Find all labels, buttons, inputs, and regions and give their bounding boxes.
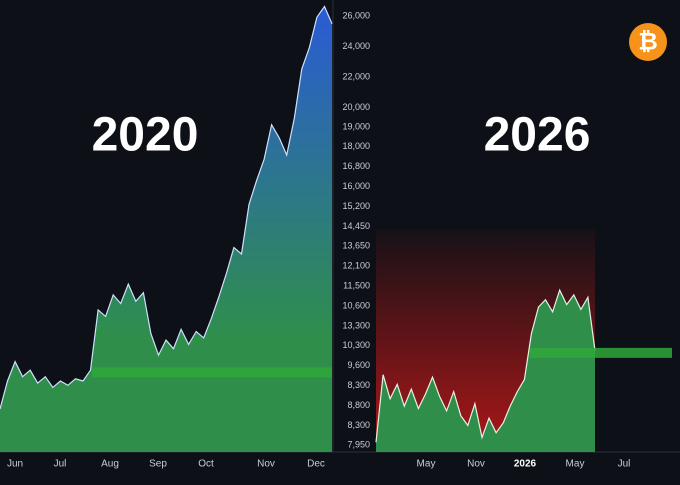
y-tick-label: 8,300 (347, 420, 370, 430)
x-tick-label: 2026 (514, 459, 537, 470)
price-line (0, 5, 333, 410)
y-tick-label: 24,000 (342, 41, 370, 51)
y-tick-label: 15,200 (342, 201, 370, 211)
area (0, 6, 332, 452)
y-tick-label: 12,100 (342, 261, 370, 271)
support-band (92, 367, 332, 378)
y-tick-label: 13,300 (342, 320, 370, 330)
x-tick-label: Nov (257, 459, 275, 470)
y-tick-label: 14,450 (342, 221, 370, 231)
y-tick-label: 19,000 (342, 121, 370, 131)
y-tick-label: 16,000 (342, 181, 370, 191)
x-tick-label: May (566, 459, 585, 470)
y-tick-label: 22,000 (342, 71, 370, 81)
bitcoin-symbol: ₿ (638, 28, 658, 55)
x-tick-label: Oct (198, 459, 214, 470)
y-tick-label: 8,300 (347, 380, 370, 390)
x-tick-label: Jul (618, 459, 631, 470)
x-tick-label: May (417, 459, 436, 470)
x-tick-label: Jul (54, 459, 67, 470)
y-tick-label: 9,600 (347, 360, 370, 370)
price-line (375, 288, 596, 443)
y-tick-label: 16,800 (342, 161, 370, 171)
support-band (530, 347, 672, 358)
x-tick-label: Aug (101, 459, 119, 470)
x-tick-label: Nov (467, 459, 485, 470)
y-tick-label: 7,950 (347, 440, 370, 450)
y-tick-label: 13,650 (342, 241, 370, 251)
x-tick-label: Jun (7, 459, 23, 470)
y-tick-label: 11,500 (343, 280, 370, 290)
y-tick-label: 10,600 (342, 300, 370, 310)
area (376, 290, 595, 452)
x-tick-label: Dec (307, 459, 325, 470)
y-tick-label: 8,800 (347, 400, 370, 410)
y-tick-label: 18,000 (342, 141, 370, 151)
x-tick-label: Sep (149, 459, 167, 470)
panel-title: 2020 (92, 109, 199, 162)
y-tick-label: 20,000 (342, 102, 370, 112)
bitcoin-icon (629, 23, 667, 61)
y-tick-label: 26,000 (342, 10, 370, 20)
panel-title: 2026 (484, 109, 591, 162)
y-tick-label: 10,300 (342, 340, 370, 350)
